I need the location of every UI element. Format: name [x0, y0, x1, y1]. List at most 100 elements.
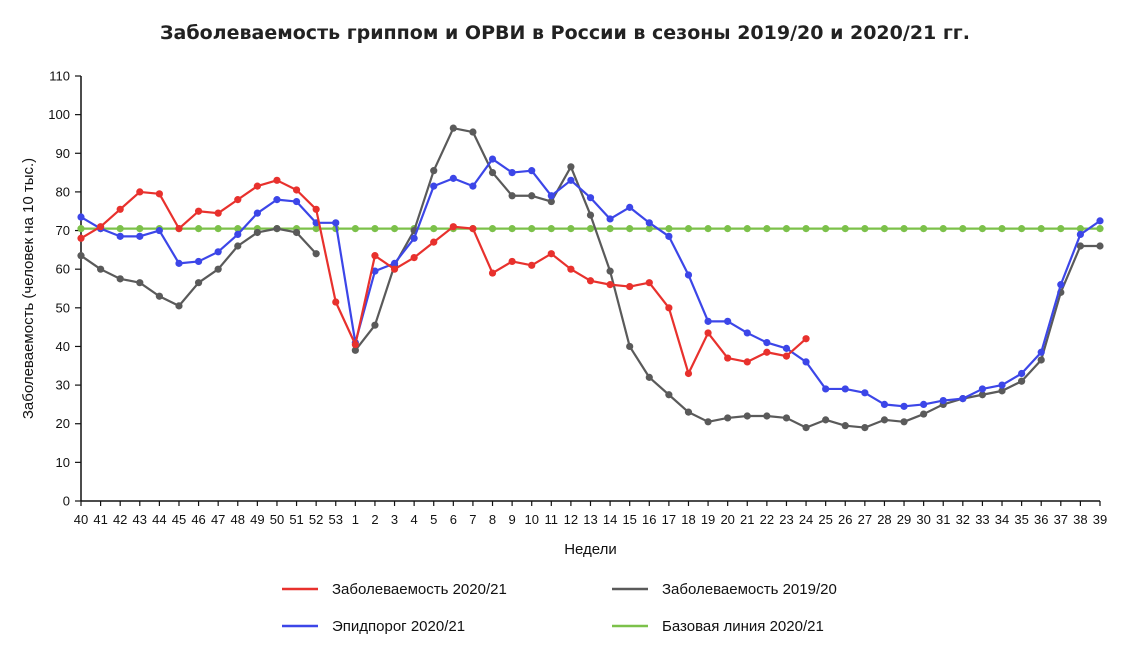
x-tick-label: 15: [622, 512, 636, 527]
series-1-point: [743, 412, 751, 420]
series-3-point: [547, 225, 555, 233]
series-3-point: [978, 225, 987, 233]
x-tick-label: 34: [995, 512, 1009, 527]
series-1-point: [900, 418, 908, 426]
x-tick-label: 25: [818, 512, 832, 527]
x-tick-label: 7: [469, 512, 476, 527]
series-2-point: [273, 196, 281, 204]
series-0-point: [449, 223, 457, 231]
series-2-point: [959, 395, 967, 403]
series-2-point: [469, 182, 477, 190]
series-0-point: [390, 265, 399, 273]
series-2-point: [1037, 348, 1045, 356]
series-1-point: [77, 252, 85, 260]
y-tick-label: 50: [56, 300, 70, 315]
series-0-point: [547, 250, 555, 258]
x-tick-label: 42: [113, 512, 127, 527]
x-tick-label: 12: [564, 512, 578, 527]
series-2-point: [214, 248, 222, 256]
series-0-point: [469, 225, 477, 233]
series-2-point: [763, 338, 771, 347]
series-0-point: [488, 269, 497, 277]
series-2-point: [802, 358, 810, 366]
y-tick-label: 0: [63, 494, 70, 509]
series-3-point: [194, 225, 203, 233]
y-tick-label: 90: [56, 146, 70, 161]
series-2-point: [194, 257, 203, 266]
legend-label-3: Базовая линия 2020/21: [662, 618, 824, 635]
series-1-point: [1037, 356, 1045, 364]
series-0-point: [77, 234, 85, 242]
series-2-point: [77, 213, 85, 221]
series-1-point: [1076, 242, 1084, 250]
series-3-point: [214, 225, 222, 233]
series-3-point: [567, 225, 575, 233]
series-1-point: [116, 275, 124, 283]
x-tick-label: 13: [583, 512, 597, 527]
legend-label-1: Заболеваемость 2019/20: [662, 581, 837, 598]
x-tick-label: 21: [740, 512, 754, 527]
series-3-point: [488, 225, 497, 233]
series-3-point: [684, 225, 693, 233]
series-1-point: [175, 302, 183, 310]
series-2-point: [665, 232, 673, 240]
series-2-point: [998, 381, 1006, 389]
series-0-point: [116, 205, 124, 213]
x-tick-label: 11: [545, 512, 559, 527]
x-tick-label: 2: [371, 512, 378, 527]
x-tick-label: 18: [681, 512, 695, 527]
series-1-point: [763, 412, 771, 420]
series-1-point: [351, 346, 359, 354]
series-2-point: [234, 230, 242, 239]
series-2-point: [410, 234, 418, 242]
series-3-point: [959, 225, 967, 233]
series-1-point: [136, 279, 144, 287]
series-2-point: [155, 226, 163, 235]
series-3-point: [645, 225, 653, 233]
x-tick-label: 44: [152, 512, 166, 527]
series-1-point: [586, 211, 595, 219]
series-0-point: [782, 352, 791, 360]
x-tick-label: 53: [329, 512, 343, 527]
y-tick-label: 80: [56, 184, 70, 199]
series-0-point: [743, 358, 751, 366]
series-3-point: [704, 225, 712, 233]
series-0-point: [724, 354, 732, 362]
series-0-point: [704, 329, 712, 337]
series-1-point: [528, 192, 536, 200]
y-tick-label: 60: [56, 262, 70, 277]
x-tick-label: 24: [799, 512, 813, 527]
series-3-point: [351, 225, 359, 233]
x-tick-label: 32: [956, 512, 970, 527]
series-0-point: [645, 279, 653, 287]
series-0-point: [273, 176, 281, 184]
series-3-point: [77, 225, 85, 233]
series-1-point: [214, 265, 222, 273]
series-1-point: [782, 414, 791, 422]
series-2-point: [743, 329, 751, 337]
y-tick-label: 110: [49, 69, 70, 84]
series-2-point: [508, 168, 516, 177]
y-tick-label: 40: [56, 339, 70, 354]
series-2-point: [1018, 369, 1026, 378]
series-2-point: [920, 400, 928, 409]
series-2-point: [1076, 230, 1084, 239]
y-tick-label: 20: [56, 416, 70, 431]
series-2-point: [1096, 217, 1104, 225]
series-2-point: [939, 396, 947, 405]
x-tick-label: 4: [411, 512, 418, 527]
x-tick-label: 46: [191, 512, 205, 527]
y-tick-label: 10: [56, 455, 70, 470]
y-tick-label: 100: [48, 107, 70, 122]
series-0-point: [312, 205, 320, 213]
series-2-point: [136, 232, 144, 240]
series-1-point: [488, 168, 497, 177]
series-3-point: [802, 225, 810, 233]
series-2-point: [332, 219, 340, 227]
series-0-point: [665, 304, 673, 312]
series-2-point: [253, 209, 261, 217]
series-0-point: [586, 277, 595, 285]
series-3-point: [390, 225, 399, 233]
series-1-point: [253, 228, 261, 237]
